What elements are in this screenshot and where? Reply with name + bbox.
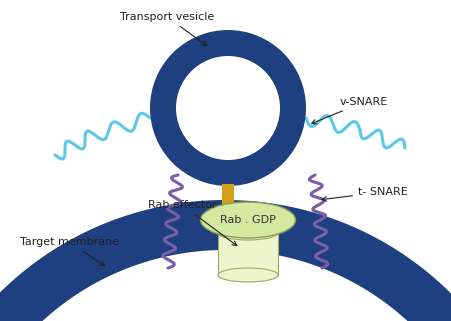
Text: Transport vesicle: Transport vesicle [120, 12, 214, 46]
Circle shape [176, 56, 280, 160]
Ellipse shape [218, 226, 278, 240]
Circle shape [150, 30, 306, 186]
Bar [218, 233, 278, 275]
Text: Rab effector: Rab effector [148, 200, 237, 246]
Ellipse shape [201, 202, 295, 238]
Text: t- SNARE: t- SNARE [322, 187, 408, 201]
Ellipse shape [218, 268, 278, 282]
Text: Target membrane: Target membrane [20, 237, 119, 266]
Text: v-SNARE: v-SNARE [312, 97, 388, 124]
Text: Rab . GDP: Rab . GDP [220, 215, 276, 225]
Polygon shape [0, 200, 451, 321]
Bar [222, 184, 234, 205]
